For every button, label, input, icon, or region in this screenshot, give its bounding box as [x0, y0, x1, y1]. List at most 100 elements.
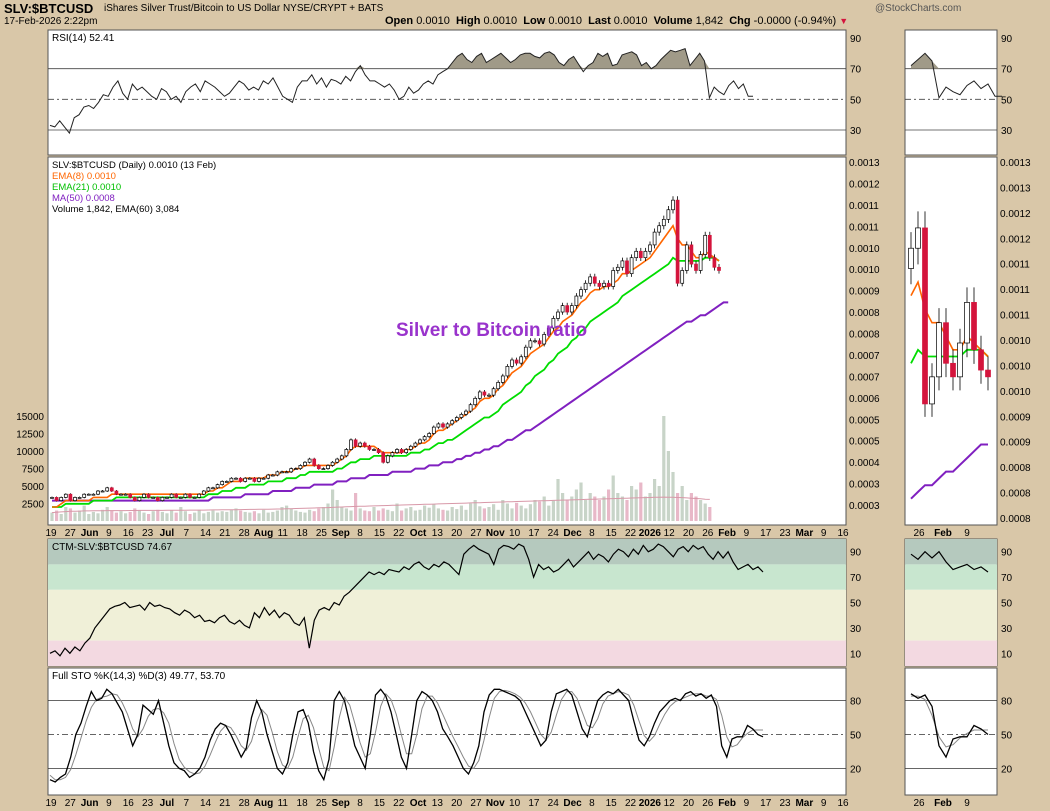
x-axis-label: 27 — [470, 528, 482, 539]
volume-bar — [538, 501, 542, 521]
volume-bar — [308, 509, 312, 521]
zoom-price-tick-label: 0.0011 — [1000, 260, 1030, 271]
x-axis-label: 2026 — [639, 798, 662, 809]
volume-bar — [197, 509, 201, 521]
x-axis-label: 12 — [664, 528, 676, 539]
price-candle — [376, 449, 381, 454]
zoom-ctm-tick-label: 50 — [1001, 599, 1013, 610]
zoom-price-candle — [915, 227, 921, 249]
volume-bar — [671, 472, 675, 521]
volume-bar — [331, 489, 335, 521]
volume-bar — [450, 507, 454, 521]
volume-bar — [179, 507, 183, 521]
price-tick-label: 0.0013 — [849, 158, 880, 169]
rsi-tick-label: 30 — [850, 126, 862, 137]
price-candle — [257, 477, 261, 482]
volume-bar — [160, 511, 164, 521]
price-candle — [399, 449, 404, 454]
x-axis-label: 9 — [106, 528, 112, 539]
x-axis-label: Oct — [410, 798, 427, 809]
chart-annotation: Silver to Bitcoin ratio — [396, 320, 588, 341]
price-candle — [523, 346, 528, 358]
price-candle — [450, 420, 455, 425]
zoom-price-tick-label: 0.0013 — [1000, 183, 1031, 194]
volume-bar — [533, 500, 537, 521]
price-candle — [546, 327, 551, 335]
price-candle — [349, 439, 353, 450]
x-axis-label: 8 — [357, 798, 363, 809]
volume-bar — [68, 508, 72, 521]
price-candle — [574, 295, 579, 306]
price-candle — [482, 391, 487, 396]
x-axis-label: Oct — [410, 528, 427, 539]
x-axis-label: 20 — [683, 798, 695, 809]
x-axis-label: 15 — [606, 798, 618, 809]
price-candle — [657, 225, 662, 233]
price-candle — [96, 490, 100, 495]
zoom-price-tick-label: 0.0010 — [1000, 387, 1031, 398]
sto-tick-label: 50 — [850, 731, 862, 742]
volume-bar — [593, 496, 597, 521]
x-axis-label: 23 — [142, 798, 154, 809]
price-tick-label: 0.0003 — [849, 480, 880, 491]
price-candle — [105, 487, 110, 492]
zoom-price-candle — [957, 342, 963, 378]
volume-bar — [464, 509, 468, 521]
x-axis-label: Dec — [563, 528, 582, 539]
zoom-ctm-tick-label: 30 — [1001, 624, 1013, 635]
sto-tick-label: 80 — [850, 697, 862, 708]
volume-bar — [510, 508, 514, 521]
x-axis-label: 27 — [65, 528, 77, 539]
volume-bar — [193, 512, 197, 521]
zoom-price-tick-label: 0.0012 — [1000, 234, 1031, 245]
zoom-price-tick-label: 0.0009 — [1000, 412, 1031, 423]
price-candle — [77, 497, 82, 499]
price-candle — [54, 497, 59, 501]
ctm-legend: CTM-SLV:$BTCUSD 74.67 — [52, 542, 172, 553]
volume-bar — [110, 510, 114, 521]
volume-bar — [616, 493, 620, 521]
price-candle — [330, 461, 335, 466]
volume-bar — [708, 507, 712, 521]
volume-bar — [266, 512, 270, 521]
volume-bar — [271, 511, 275, 521]
volume-bar — [680, 486, 684, 521]
price-candle — [234, 477, 238, 480]
volume-bar — [487, 507, 491, 521]
price-candle — [542, 334, 547, 345]
volume-bar — [147, 514, 151, 521]
x-axis-label: 16 — [123, 528, 135, 539]
ctm-zone — [48, 564, 846, 590]
volume-label: Volume — [653, 15, 693, 27]
volume-bar — [114, 512, 118, 521]
price-candle — [169, 493, 174, 498]
x-axis-label: 17 — [760, 528, 772, 539]
price-tick-label: 0.0006 — [849, 394, 880, 405]
x-axis-label: Jun — [81, 528, 99, 539]
price-candle — [132, 497, 137, 501]
price-tick-label: 0.0005 — [849, 437, 880, 448]
price-candle — [50, 497, 54, 499]
x-axis-label: 15 — [606, 528, 618, 539]
down-triangle-icon: ▼ — [839, 16, 849, 26]
x-axis-label: 16 — [123, 798, 135, 809]
price-candle — [675, 199, 680, 284]
volume-bar — [124, 513, 128, 521]
price-candle — [91, 493, 96, 496]
last-value: 0.0010 — [613, 15, 648, 27]
x-axis-label: Jul — [160, 528, 175, 539]
volume-bar — [165, 513, 169, 521]
volume-bar — [639, 482, 643, 521]
zoom-ctm-zone — [905, 564, 997, 590]
volume-bar — [294, 510, 298, 521]
price-candle — [459, 413, 464, 418]
volume-bar — [381, 508, 385, 521]
volume-bar — [390, 511, 394, 521]
volume-bar — [657, 486, 661, 521]
volume-bar — [96, 513, 100, 521]
price-candle — [215, 484, 220, 489]
price-candle — [224, 481, 229, 483]
volume-bar — [326, 503, 330, 521]
x-axis-label: Feb — [718, 798, 736, 809]
price-candle — [293, 468, 298, 470]
